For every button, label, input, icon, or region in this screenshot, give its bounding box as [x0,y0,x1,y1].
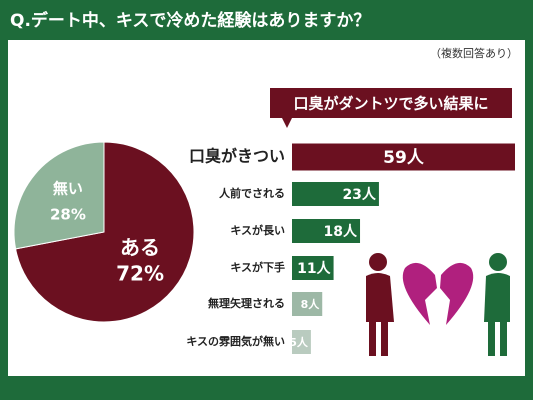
bar [292,182,379,206]
annotation: 口臭がダントツで多い結果に [293,95,488,113]
subtitle: （複数回答あり） [430,46,518,60]
value-label: 59人 [383,148,425,168]
slice-label: ある [120,235,160,259]
slice-value: 28% [50,206,86,224]
bar [292,292,323,316]
value-label: 8人 [301,297,321,311]
bar [292,256,334,280]
banner [270,88,512,118]
bar [292,143,515,171]
category-label: 無理矢理される [208,296,285,310]
category-label: 口臭がきつい [189,147,285,166]
category-label: キスの雰囲気が無い [186,334,285,348]
slice-value: 72% [116,261,164,285]
value-label: 23人 [342,186,376,203]
category-label: 人前でされる [219,186,285,200]
category-label: キスが長い [230,223,285,237]
pie-slice [15,141,195,323]
value-label: 18人 [324,223,358,240]
title: Q.デート中、キスで冷めた経験はありますか？ [10,10,370,31]
category-label: キスが下手 [230,260,285,274]
illustration [366,253,510,356]
value-label: 11人 [297,260,331,277]
banner-pointer [282,118,292,128]
value-label: 5人 [289,335,309,349]
pie-slice [13,141,105,250]
bar [292,219,361,243]
bar [292,330,311,354]
slice-label: 無い [53,180,83,198]
